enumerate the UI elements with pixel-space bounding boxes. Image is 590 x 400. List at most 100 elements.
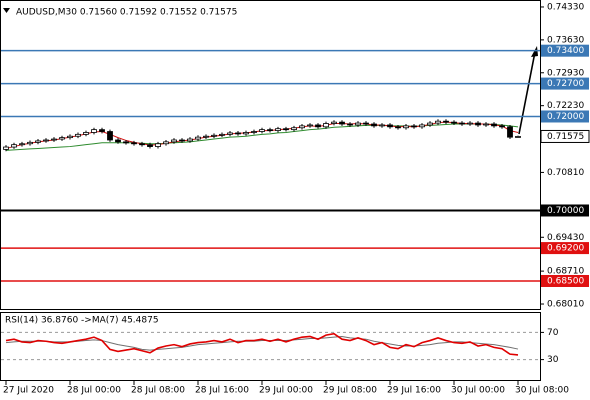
- y-tick-label: 0.69430: [547, 233, 584, 243]
- candle-body: [363, 122, 369, 125]
- x-tick-label: 28 Jul 16:00: [195, 386, 249, 396]
- y-tick-label: 0.72230: [547, 101, 584, 111]
- candle-body: [275, 128, 281, 131]
- candle-body: [147, 144, 153, 147]
- candle-body: [107, 131, 113, 141]
- candle-body: [427, 122, 433, 126]
- last-price-box: [540, 129, 590, 143]
- title-icon: [3, 8, 10, 13]
- rsi-panel: [0, 312, 541, 381]
- candle-body: [475, 122, 481, 126]
- level-label-box: [541, 110, 589, 123]
- level-label: 0.73400: [547, 46, 584, 56]
- x-tick-label: 29 Jul 16:00: [387, 386, 441, 396]
- level-label-box: [541, 77, 589, 90]
- candle-body: [323, 123, 329, 128]
- level-label: 0.72000: [547, 112, 584, 122]
- candle-body: [179, 139, 185, 142]
- forecast-arrow: [518, 51, 536, 135]
- x-tick-label: 28 Jul 00:00: [67, 386, 121, 396]
- candle-body: [499, 125, 505, 128]
- candle-body: [163, 141, 169, 145]
- candle-body: [131, 142, 137, 145]
- candle-body: [331, 121, 337, 124]
- candle-body: [283, 128, 289, 131]
- candle-body: [35, 140, 41, 143]
- candle-body: [307, 124, 313, 127]
- candle-body: [171, 139, 177, 143]
- candle-body: [491, 123, 497, 127]
- y-tick-label: 0.70810: [547, 168, 584, 178]
- candle-body: [3, 146, 9, 150]
- candle-body: [67, 135, 73, 139]
- candle-body: [515, 136, 521, 138]
- candle-body: [387, 124, 393, 128]
- candle-body: [411, 125, 417, 128]
- candle-body: [123, 141, 129, 144]
- x-tick-label: 28 Jul 08:00: [131, 386, 185, 396]
- candle-body: [155, 143, 161, 147]
- level-label: 0.68500: [547, 276, 584, 286]
- candle-body: [243, 132, 249, 135]
- main-panel: [0, 0, 541, 310]
- candle-body: [227, 132, 233, 135]
- y-tick-label: 0.74330: [547, 2, 584, 12]
- candle-body: [83, 132, 89, 135]
- y-tick-label: 0.68010: [547, 300, 584, 310]
- level-label: 0.70000: [547, 206, 584, 216]
- y-tick-label: 70: [547, 328, 559, 338]
- candle-body: [139, 143, 145, 146]
- candle-body: [507, 126, 513, 138]
- candle-body: [379, 124, 385, 127]
- level-label-box: [541, 204, 589, 217]
- level-label-box: [541, 274, 589, 287]
- level-label-box: [541, 44, 589, 57]
- x-tick-label: 30 Jul 00:00: [451, 386, 505, 396]
- candle-body: [51, 138, 57, 141]
- moving-average: [5, 121, 519, 149]
- candle-body: [187, 138, 193, 142]
- rsi-line: [5, 332, 519, 356]
- candle-body: [203, 135, 209, 138]
- candle-body: [99, 129, 105, 132]
- y-tick-label: 0.72930: [547, 68, 584, 78]
- y-tick-label: 0.68710: [547, 267, 584, 277]
- candle-body: [443, 120, 449, 123]
- x-tick-label: 27 Jul 2020: [3, 386, 54, 396]
- candle-body: [219, 133, 225, 136]
- candle-body: [403, 125, 409, 129]
- candle-body: [19, 143, 25, 146]
- y-tick-label: 0.73630: [547, 35, 584, 45]
- candle-body: [251, 131, 257, 133]
- candle-body: [459, 122, 465, 125]
- candle-body: [59, 137, 65, 140]
- candle-body: [27, 141, 33, 145]
- candle-body: [419, 124, 425, 128]
- candle-body: [115, 139, 121, 143]
- candle-body: [355, 122, 361, 126]
- candle-body: [235, 132, 241, 135]
- candle-body: [299, 125, 305, 129]
- candle-body: [339, 121, 345, 125]
- candle-body: [371, 123, 377, 127]
- rsi-line: [5, 335, 519, 351]
- x-tick-label: 29 Jul 08:00: [323, 386, 377, 396]
- x-tick-label: 29 Jul 00:00: [259, 386, 313, 396]
- candle-body: [467, 122, 473, 125]
- candle-body: [291, 127, 297, 131]
- candle-body: [435, 120, 441, 124]
- last-price-label: 0.71575: [547, 132, 584, 142]
- level-label: 0.72700: [547, 79, 584, 89]
- candle-body: [451, 121, 457, 124]
- y-tick-label: 30: [547, 355, 559, 365]
- candle-body: [259, 129, 265, 132]
- candle-body: [483, 123, 489, 126]
- level-label-box: [541, 242, 589, 255]
- x-tick-label: 30 Jul 08:00: [515, 386, 569, 396]
- candle-body: [43, 139, 49, 142]
- candle-body: [347, 123, 353, 126]
- candle-body: [211, 134, 217, 137]
- candle-body: [75, 133, 81, 137]
- candle-body: [195, 136, 201, 140]
